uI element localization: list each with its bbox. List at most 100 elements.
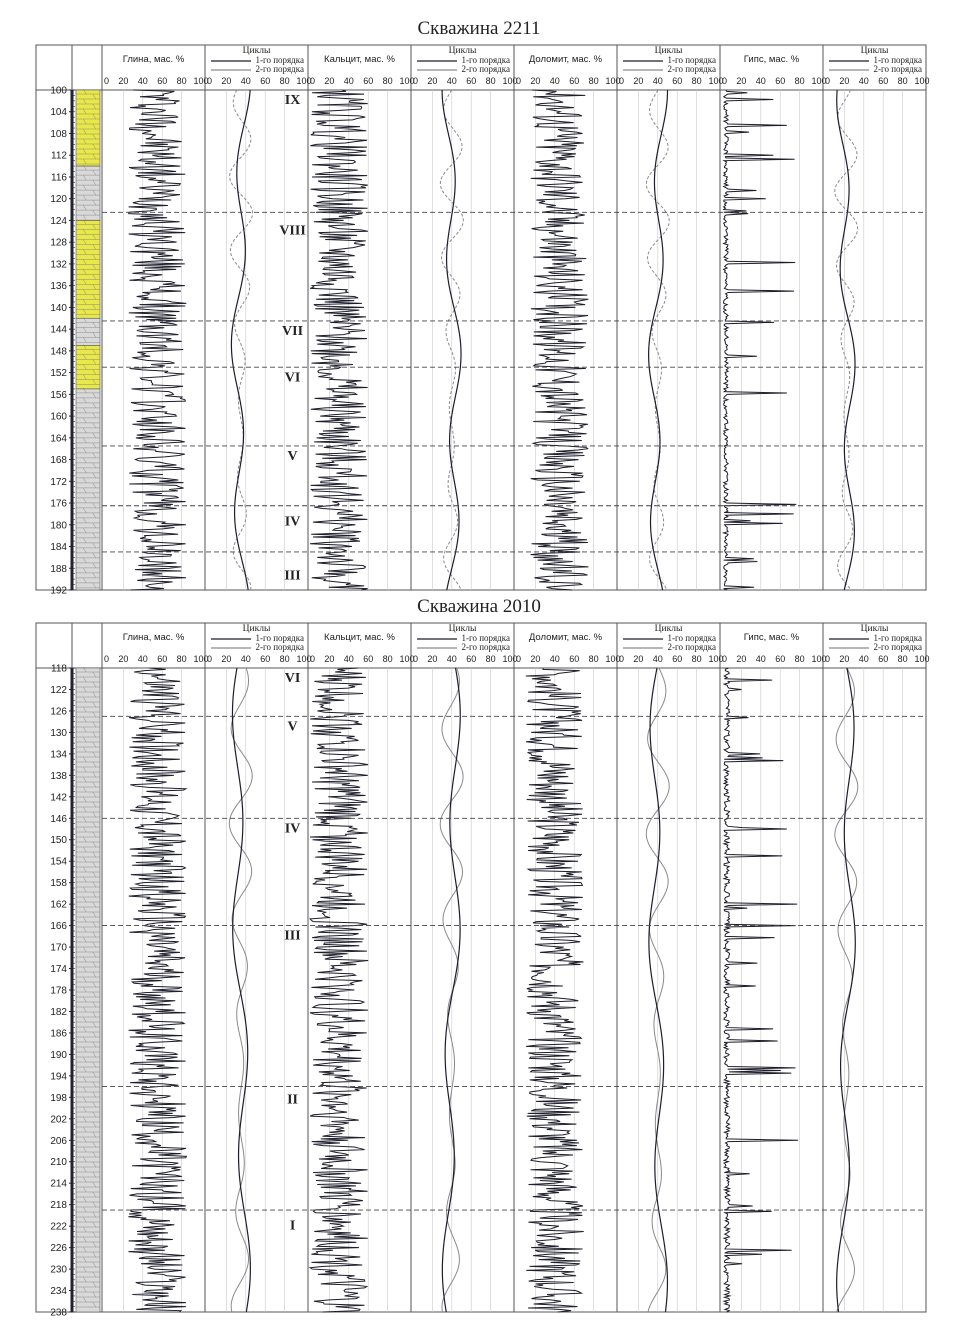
depth-tick-label: 186 [50,1028,67,1039]
cycle-1st-order-curve [836,667,856,1313]
x-tick-label: 40 [344,654,354,664]
depth-tick-label: 112 [51,151,67,162]
x-tick-label: 20 [736,654,746,664]
depth-tick-label: 148 [50,346,67,357]
lithology-interval [75,345,101,390]
lith-hatch [92,1101,96,1108]
depth-tick-label: 222 [50,1222,67,1233]
x-tick-label: 20 [118,654,128,664]
lith-hatch [83,118,87,125]
lith-hatch [92,1271,96,1278]
lith-hatch [83,407,87,414]
lith-hatch [92,731,96,738]
lith-hatch [83,956,87,963]
cycle-label: IV [285,514,301,529]
lith-hatch [83,866,87,873]
column-title: Доломит, мас. % [529,632,603,643]
lith-hatch [83,686,87,693]
lith-hatch [83,796,87,803]
lith-hatch [83,204,87,211]
lith-hatch [92,143,96,150]
x-tick-label: 80 [280,76,290,86]
lith-hatch [92,1131,96,1138]
x-tick-label: 100 [193,654,208,664]
calc-series [309,89,368,591]
lith-hatch [92,951,96,958]
legend-label-2: 2-го порядка [462,642,510,652]
depth-tick-label: 160 [50,412,67,423]
depth-tick-label: 230 [50,1265,67,1276]
lith-hatch [92,1091,96,1098]
cycle-2nd-order-curve [834,89,859,591]
depth-tick-label: 146 [50,814,67,825]
legend-label-2: 2-го порядка [668,642,716,652]
lith-hatch [83,567,87,574]
lith-hatch [83,547,87,554]
depth-tick-label: 202 [50,1114,67,1125]
lith-hatch [92,901,96,908]
legend-label-1: 1-го порядка [874,55,922,65]
lith-hatch [92,891,96,898]
lith-hatch [92,781,96,788]
cycles-title: Циклы [655,624,683,634]
cycles-title: Циклы [655,46,683,56]
x-tick-label: 20 [839,654,849,664]
x-tick-label: 0 [722,76,727,86]
x-tick-label: 80 [280,654,290,664]
lith-hatch [83,746,87,753]
legend-label-2: 2-го порядка [874,642,922,652]
x-tick-label: 60 [466,654,476,664]
lith-hatch [83,214,87,221]
dolo-series [530,89,589,591]
lith-hatch [83,1106,87,1113]
lith-hatch [92,392,96,399]
lith-hatch [92,349,96,355]
depth-tick-label: 190 [50,1050,67,1061]
x-tick-label: 0 [207,654,212,664]
lith-hatch [92,582,96,589]
depth-tick-label: 108 [50,129,67,140]
lith-hatch [83,1236,87,1243]
lith-hatch [83,896,87,903]
x-tick-label: 60 [466,76,476,86]
depth-tick-label: 100 [50,86,67,97]
lith-hatch [83,1296,87,1303]
lith-hatch [83,1126,87,1133]
legend-label-2: 2-го порядка [668,64,716,74]
lith-hatch [83,726,87,733]
x-tick-label: 40 [447,76,457,86]
x-tick-label: 100 [914,76,929,86]
lith-hatch [92,1011,96,1018]
lith-hatch [92,209,96,216]
depth-tick-label: 138 [50,771,67,782]
lith-hatch [92,1171,96,1178]
lith-hatch [92,402,96,409]
lith-hatch [83,1016,87,1023]
lith-hatch [92,1031,96,1038]
lith-hatch [92,462,96,469]
x-tick-label: 60 [775,76,785,86]
lith-hatch [83,1096,87,1103]
cycle-label: V [287,719,297,734]
x-tick-label: 0 [516,654,521,664]
lith-hatch [83,1076,87,1083]
x-tick-label: 20 [530,76,540,86]
lith-hatch [92,761,96,768]
x-tick-label: 0 [413,654,418,664]
lith-hatch [92,224,96,230]
depth-tick-label: 126 [50,706,67,717]
calc-series [308,667,369,1313]
x-tick-label: 100 [502,654,517,664]
lith-hatch [83,676,87,683]
lith-hatch [92,801,96,808]
lith-hatch [92,322,96,328]
x-tick-label: 60 [157,654,167,664]
lith-hatch [92,1291,96,1298]
cycle-label: III [284,569,300,584]
gyps-series [721,89,797,591]
lith-hatch [83,1116,87,1123]
lith-hatch [83,1006,87,1013]
lith-hatch [92,1141,96,1148]
x-tick-label: 40 [550,76,560,86]
legend-label-2: 2-го порядка [256,64,304,74]
